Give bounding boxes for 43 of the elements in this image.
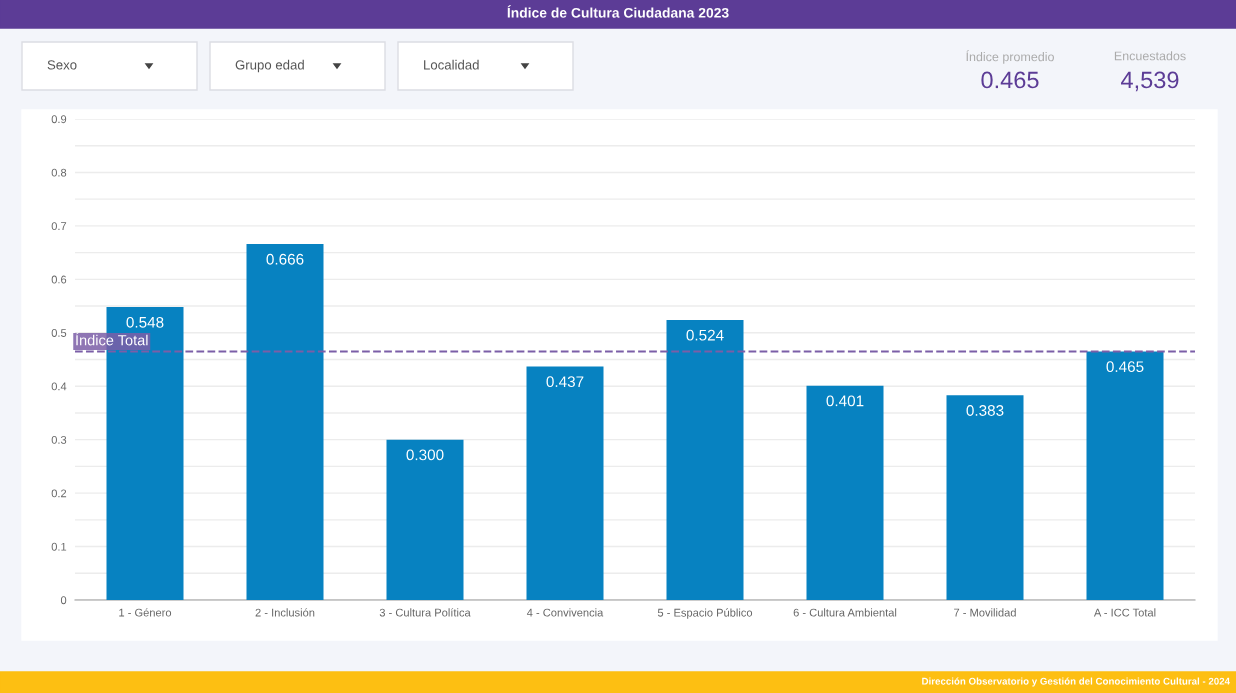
data-label: 0.401 xyxy=(826,395,864,407)
bar xyxy=(1086,351,1164,600)
x-tick-label: 6 - Cultura Ambiental xyxy=(793,608,897,617)
bar xyxy=(386,439,464,600)
bar xyxy=(806,385,884,600)
y-tick-label: 0.2 xyxy=(51,489,67,498)
text: Sexo xyxy=(47,60,77,70)
bar xyxy=(246,244,324,600)
y-tick-label: 0.3 xyxy=(51,435,67,444)
x-tick-label: 2 - Inclusión xyxy=(255,608,315,617)
ref-line-label: Índice Total xyxy=(76,332,148,346)
y-tick-label: 0 xyxy=(60,596,67,605)
y-tick-label: 0.1 xyxy=(51,542,67,551)
data-label: 0.666 xyxy=(266,253,304,265)
data-label: 0.524 xyxy=(686,329,724,341)
text: 0.465 xyxy=(981,71,1039,89)
y-tick-label: 0.7 xyxy=(51,222,67,231)
data-label: 0.300 xyxy=(406,449,444,461)
y-tick-label: 0.8 xyxy=(51,168,67,177)
y-tick-label: 0.6 xyxy=(51,275,67,284)
y-tick-label: 0.5 xyxy=(51,329,67,337)
x-tick-label: A - ICC Total xyxy=(1093,608,1156,617)
text: Encuestados xyxy=(1114,51,1186,61)
text: 4,539 xyxy=(1121,71,1179,92)
y-tick-label: 0.4 xyxy=(51,382,67,391)
data-label: 0.383 xyxy=(966,405,1004,416)
text: Grupo edad xyxy=(235,59,304,73)
data-label: 0.548 xyxy=(126,316,164,328)
bar xyxy=(526,366,604,600)
text: Localidad xyxy=(424,59,479,70)
x-tick-label: 7 - Movilidad xyxy=(954,608,1016,617)
bar xyxy=(946,395,1024,600)
x-tick-label: 1 - Género xyxy=(119,608,172,617)
data-label: 0.465 xyxy=(1106,361,1144,373)
y-tick-label: 0.9 xyxy=(51,115,67,124)
text: Dirección Observatorio y Gestión del Conocimiento Cultural - 2024 xyxy=(922,677,1230,687)
bar xyxy=(666,319,744,600)
x-tick-label: 3 - Cultura Política xyxy=(379,608,471,617)
data-label: 0.437 xyxy=(546,376,584,388)
chart-title: Índice de Cultura Ciudadana 2023 xyxy=(507,5,729,18)
x-tick-label: 5 - Espacio Público xyxy=(657,608,753,619)
text: Índice promedio xyxy=(966,50,1054,64)
x-tick-label: 4 - Convivencia xyxy=(526,608,604,617)
